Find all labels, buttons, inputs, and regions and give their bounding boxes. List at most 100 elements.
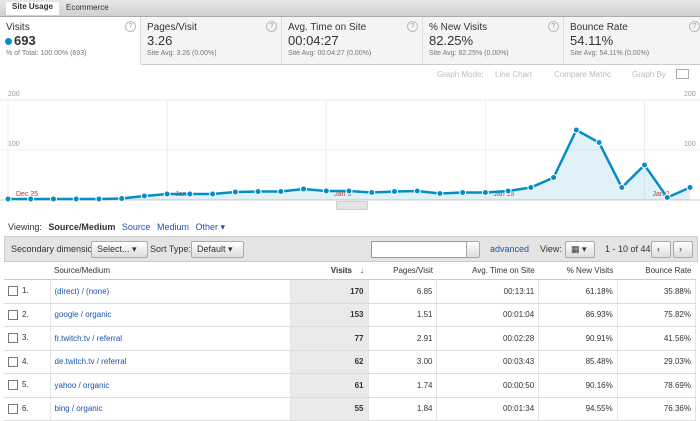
value: 86.93% xyxy=(585,310,613,320)
column-header[interactable]: Visits ↓ xyxy=(290,261,368,280)
search-box[interactable] xyxy=(371,241,467,258)
x-tick-label: Jan 15 xyxy=(493,191,514,198)
view-button[interactable]: ▦ ▾ xyxy=(565,241,595,258)
help-icon[interactable]: ? xyxy=(548,21,559,32)
advanced-link[interactable]: advanced xyxy=(490,244,530,254)
area xyxy=(8,130,690,200)
cell: 61 xyxy=(290,373,369,398)
value: 1.74 xyxy=(416,380,433,390)
point xyxy=(595,139,603,146)
point xyxy=(618,184,626,191)
graph-option[interactable]: Graph By xyxy=(632,70,666,79)
cell: 94.55% xyxy=(538,397,618,421)
cell: fr.twitch.tv / referral xyxy=(50,326,291,351)
point xyxy=(527,184,535,191)
point xyxy=(413,187,421,195)
column-header[interactable]: % New Visits xyxy=(538,261,618,280)
chart-resize-handle[interactable] xyxy=(336,201,368,210)
point xyxy=(436,190,444,197)
next-button[interactable]: › xyxy=(673,241,693,258)
view-option[interactable]: Other xyxy=(195,222,218,232)
column-header[interactable]: Source/Medium xyxy=(50,261,290,280)
cell: 1.74 xyxy=(368,373,438,398)
value: 170 xyxy=(350,286,364,296)
cell: de.twitch.tv / referral xyxy=(50,350,291,374)
cell: 2.91 xyxy=(368,326,438,351)
dimension-link[interactable]: google / organic xyxy=(54,310,112,320)
cell: bing / organic xyxy=(50,397,291,421)
checkbox[interactable] xyxy=(8,403,18,414)
help-icon[interactable]: ? xyxy=(689,21,700,32)
dimension-link[interactable]: bing / organic xyxy=(54,404,103,414)
dropdown-value: Select... xyxy=(97,244,130,254)
row-index: 5. xyxy=(4,373,51,398)
help-icon[interactable]: ? xyxy=(266,21,277,32)
checkbox[interactable] xyxy=(8,333,18,344)
value: 29.03% xyxy=(663,357,691,367)
metric[interactable]: Bounce Rate 54.11% Site Avg: 54.11% (0.00%… xyxy=(564,17,700,65)
toolbar: Secondary dimension: Select... ▾ Sort Ty… xyxy=(4,236,698,262)
column-header[interactable]: Bounce Rate xyxy=(617,261,696,280)
graph-option[interactable]: Line Chart xyxy=(495,70,532,79)
point xyxy=(459,189,467,196)
graph-option[interactable]: Compare Metric xyxy=(554,70,611,79)
help-icon[interactable]: ? xyxy=(125,21,136,32)
cell: 153 xyxy=(290,303,369,327)
point xyxy=(209,190,217,198)
view-option[interactable]: Medium xyxy=(156,222,189,232)
y-tick-label: 100 xyxy=(8,141,20,148)
checkbox[interactable] xyxy=(8,356,18,367)
value: 90.91% xyxy=(585,333,613,343)
checkbox[interactable] xyxy=(8,286,18,297)
point xyxy=(390,188,398,195)
point xyxy=(641,161,649,169)
checkbox[interactable] xyxy=(8,309,18,320)
view-option[interactable]: Source/Medium xyxy=(48,222,116,232)
email-icon[interactable] xyxy=(676,69,689,79)
cell: 1.84 xyxy=(368,397,438,421)
metric[interactable]: Avg. Time on Site 00:04:27 Site Avg: 00:04… xyxy=(282,17,423,65)
value: 62 xyxy=(354,357,364,367)
tab[interactable]: Site Usage xyxy=(6,2,59,15)
y-tick-label: 200 xyxy=(8,91,20,98)
value: 77 xyxy=(354,333,364,343)
dimension-link[interactable]: yahoo / organic xyxy=(54,380,110,390)
column-header[interactable]: Avg. Time on Site xyxy=(436,261,539,280)
view-option[interactable]: Source xyxy=(121,222,151,232)
metric-sub: % of Total: 100.00% (693) xyxy=(6,50,87,57)
help-icon[interactable]: ? xyxy=(407,21,418,32)
cell: (direct) / (none) xyxy=(50,279,291,304)
viewing-label: Viewing: xyxy=(8,222,42,232)
cell: google / organic xyxy=(50,303,291,327)
checkbox[interactable] xyxy=(8,380,18,391)
point xyxy=(481,189,489,196)
point xyxy=(95,195,103,203)
dropdown[interactable]: Select... ▾ xyxy=(91,241,148,258)
value: 76.36% xyxy=(663,404,691,414)
search-button[interactable] xyxy=(466,241,480,258)
dropdown[interactable]: Default ▾ xyxy=(191,241,244,258)
cell: 78.69% xyxy=(617,373,697,398)
metric-value: 3.26 xyxy=(147,33,173,48)
metric-value: 00:04:27 xyxy=(288,33,339,48)
table-row: 2. google / organic 153 1.51 00:01:04 86.93% 7… xyxy=(4,303,697,327)
dimension-link[interactable]: fr.twitch.tv / referral xyxy=(54,333,123,343)
point xyxy=(504,187,512,195)
row-index: 4. xyxy=(4,350,51,374)
graph-option[interactable]: Graph Mode: xyxy=(437,70,484,79)
cell: 00:02:28 xyxy=(436,326,540,351)
tab[interactable]: Ecommerce xyxy=(66,3,109,12)
metric[interactable]: Visits 693 % of Total: 100.00% (693)? xyxy=(0,17,141,64)
dimension-link[interactable]: de.twitch.tv / referral xyxy=(54,357,127,367)
cell: 77 xyxy=(290,326,369,351)
point xyxy=(72,195,80,203)
header-cell xyxy=(4,261,50,280)
dimension-link[interactable]: (direct) / (none) xyxy=(54,286,110,296)
prev-button[interactable]: ‹ xyxy=(651,241,671,258)
index: 1. xyxy=(22,286,29,296)
metric[interactable]: Pages/Visit 3.26 Site Avg: 3.26 (0.00%)? xyxy=(141,17,282,65)
column-header[interactable]: Pages/Visit xyxy=(368,261,437,280)
metric[interactable]: % New Visits 82.25% Site Avg: 82.25% (0.00… xyxy=(423,17,564,65)
cell: 41.56% xyxy=(617,326,697,351)
y-tick-label: 100 xyxy=(684,141,696,148)
